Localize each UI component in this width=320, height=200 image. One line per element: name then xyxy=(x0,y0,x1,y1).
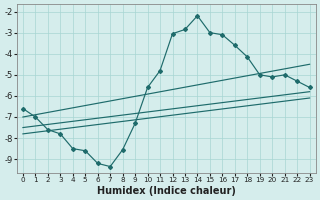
X-axis label: Humidex (Indice chaleur): Humidex (Indice chaleur) xyxy=(97,186,236,196)
